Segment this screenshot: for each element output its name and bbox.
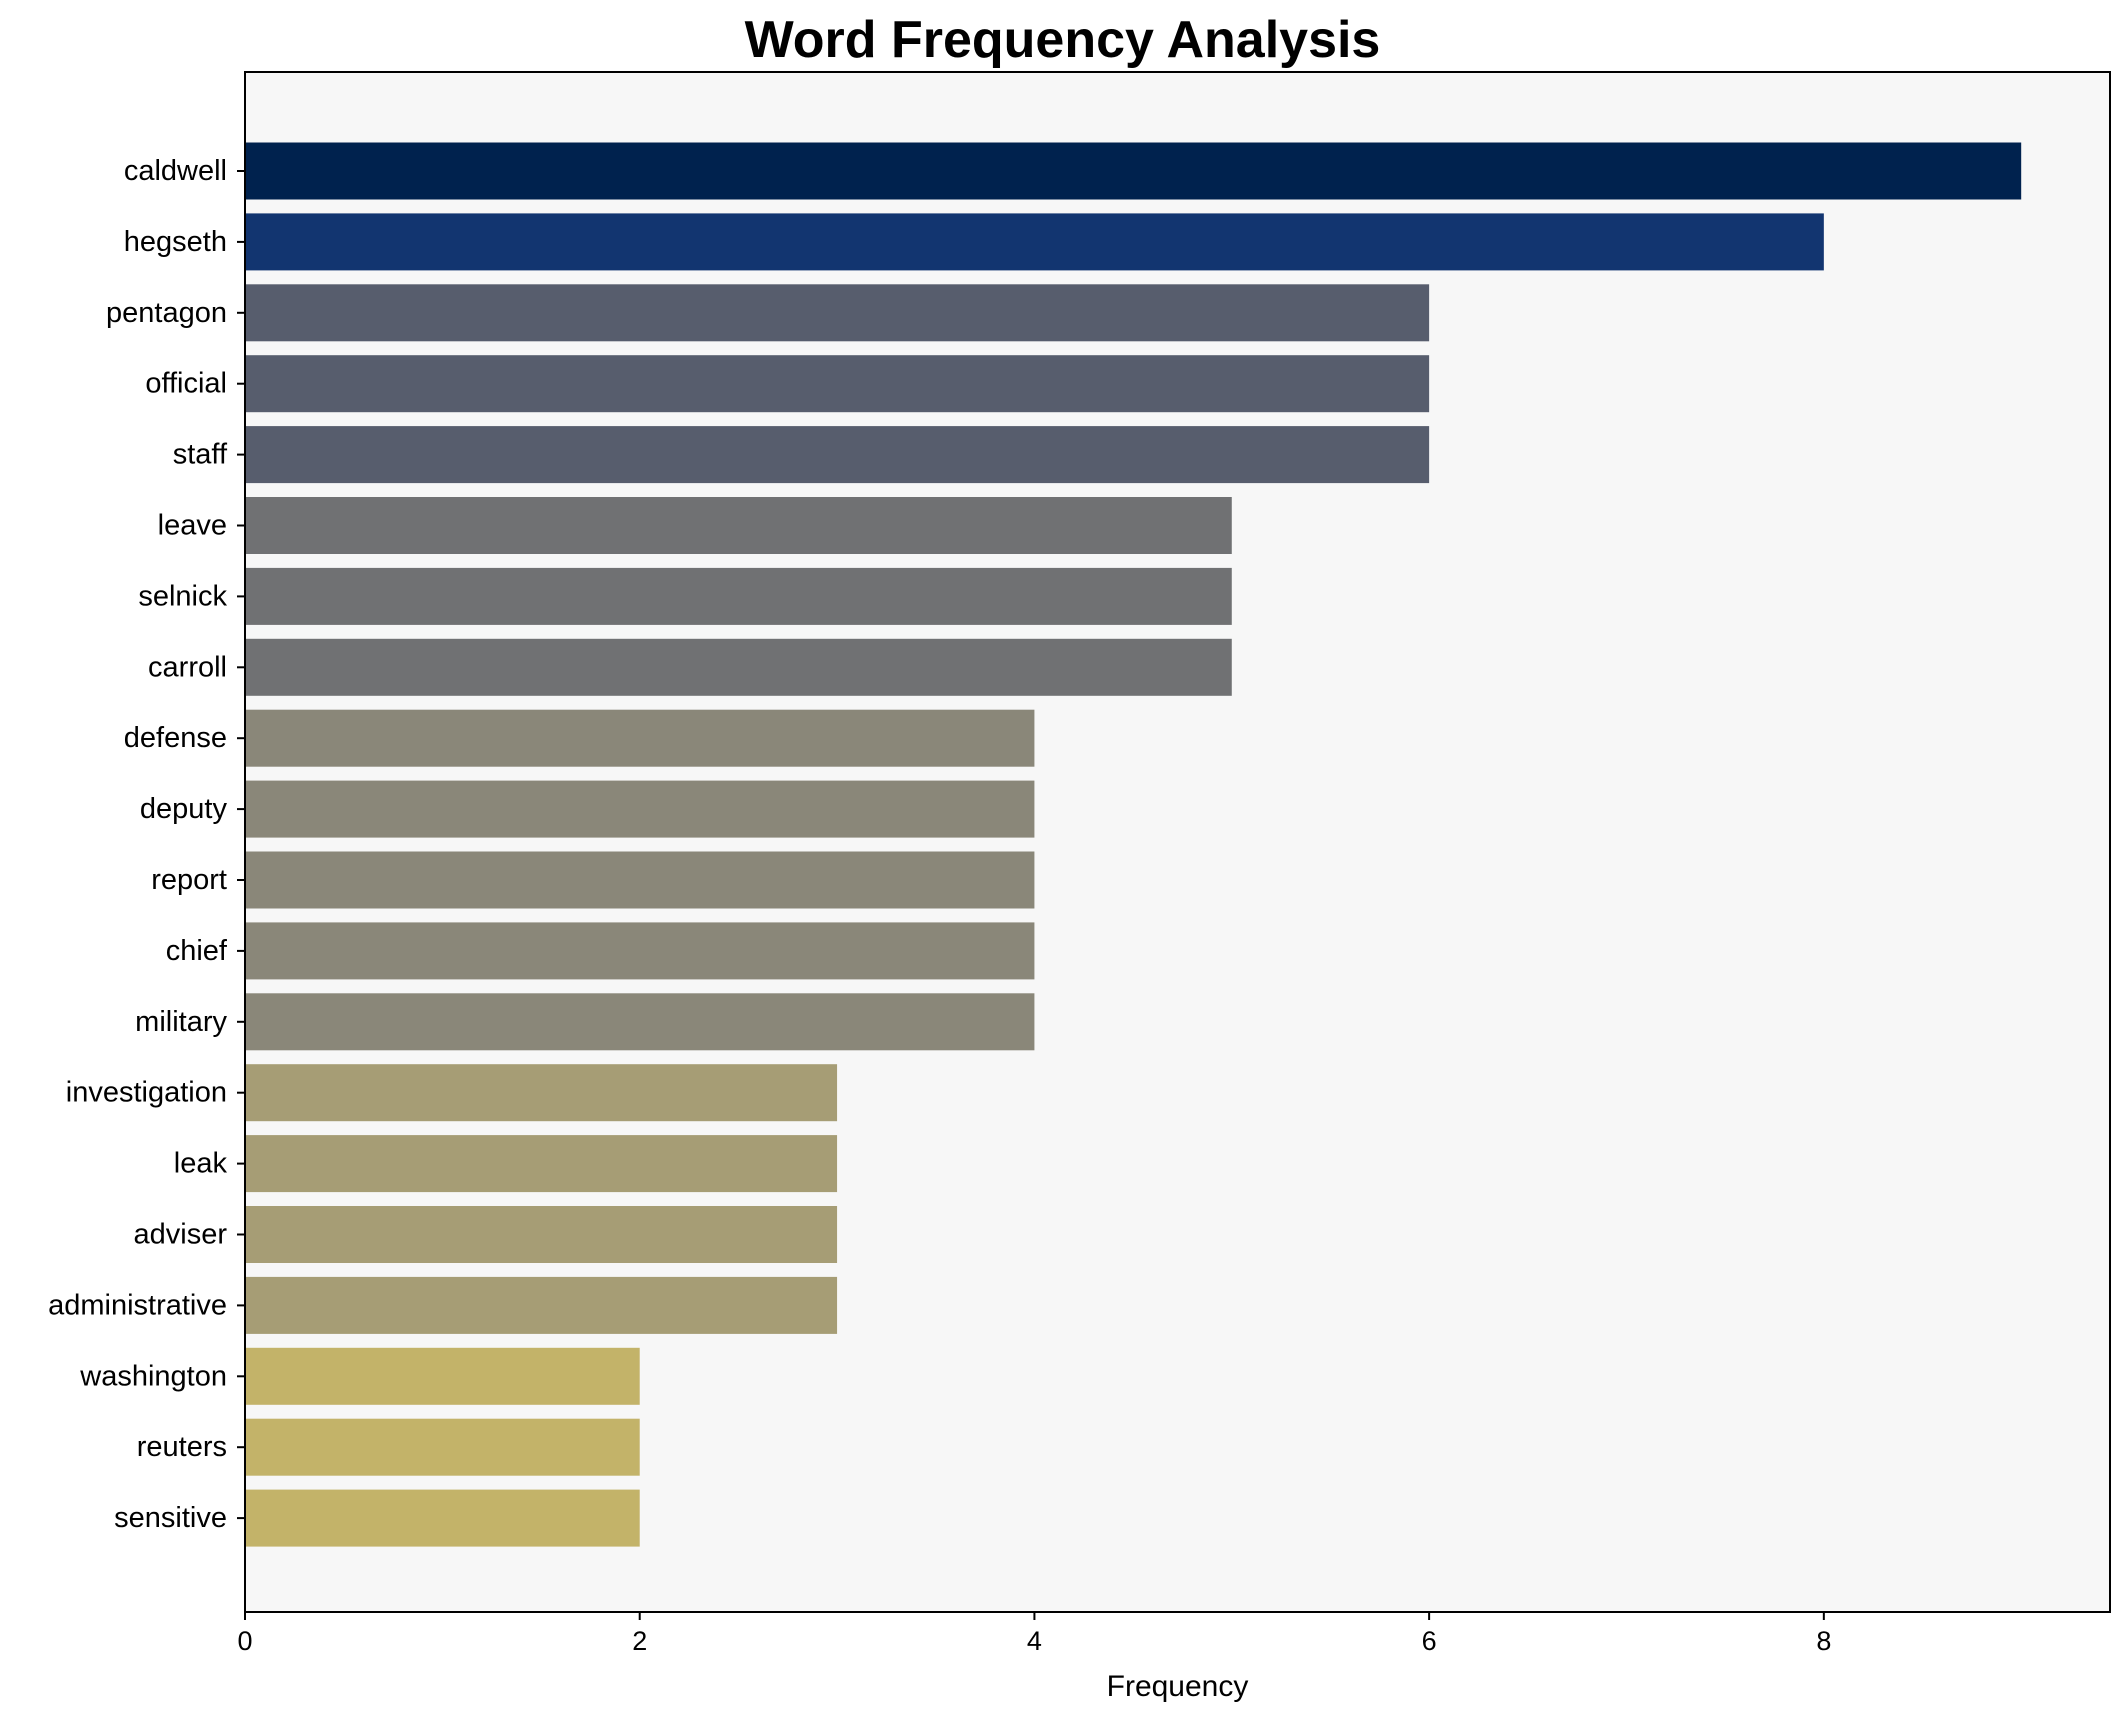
- chart-title: Word Frequency Analysis: [744, 11, 1381, 69]
- y-tick-label: leave: [158, 510, 227, 542]
- bar-carroll: [245, 638, 1232, 696]
- y-tick-label: sensitive: [114, 1502, 227, 1534]
- bar-sensitive: [245, 1489, 640, 1547]
- y-tick-label: defense: [124, 722, 227, 754]
- y-tick-label: military: [135, 1006, 227, 1038]
- bar-administrative: [245, 1276, 838, 1334]
- x-tick-label: 2: [632, 1626, 647, 1656]
- bar-pentagon: [245, 284, 1430, 342]
- bar-staff: [245, 426, 1430, 484]
- bar-selnick: [245, 567, 1232, 625]
- y-tick-label: selnick: [138, 580, 227, 612]
- y-tick-label: deputy: [140, 793, 228, 825]
- y-tick-label: administrative: [48, 1289, 227, 1321]
- plot-frame: [244, 71, 2111, 1613]
- bar-leave: [245, 497, 1232, 554]
- y-tick-label: washington: [79, 1360, 227, 1392]
- bar-washington: [245, 1347, 640, 1405]
- bar-report: [245, 851, 1035, 909]
- y-tick-label: official: [145, 368, 227, 400]
- bar-defense: [245, 709, 1035, 767]
- bar-military: [245, 993, 1035, 1051]
- y-tick-label: chief: [166, 935, 228, 967]
- bar-adviser: [245, 1206, 838, 1263]
- y-tick-label: reuters: [137, 1431, 227, 1463]
- y-tick-label: staff: [173, 439, 228, 471]
- y-tick-label: carroll: [148, 651, 227, 683]
- x-axis-label: Frequency: [1107, 1670, 1249, 1703]
- bars-group: [245, 142, 2022, 1547]
- bar-chief: [245, 922, 1035, 980]
- bar-reuters: [245, 1418, 640, 1476]
- y-tick-label: hegseth: [124, 226, 227, 258]
- bar-leak: [245, 1135, 838, 1193]
- y-tick-label: investigation: [66, 1077, 227, 1109]
- y-tick-label: report: [151, 864, 227, 896]
- y-tick-label: pentagon: [106, 297, 227, 329]
- bar-hegseth: [245, 213, 1824, 271]
- y-tick-label: caldwell: [124, 155, 227, 187]
- x-tick-label: 0: [237, 1626, 252, 1656]
- x-tick-label: 8: [1816, 1626, 1831, 1656]
- x-tick-label: 4: [1027, 1626, 1042, 1656]
- y-tick-label: adviser: [134, 1219, 228, 1251]
- x-tick-label: 6: [1422, 1626, 1437, 1656]
- bar-investigation: [245, 1064, 838, 1122]
- bar-caldwell: [245, 142, 2022, 200]
- bar-deputy: [245, 780, 1035, 838]
- y-tick-label: leak: [174, 1148, 228, 1180]
- x-axis-ticks: 0 2 4 6 8: [237, 1612, 1831, 1656]
- y-axis-ticks: caldwell hegseth pentagon official staff leav…: [48, 155, 245, 1534]
- bar-official: [245, 355, 1430, 413]
